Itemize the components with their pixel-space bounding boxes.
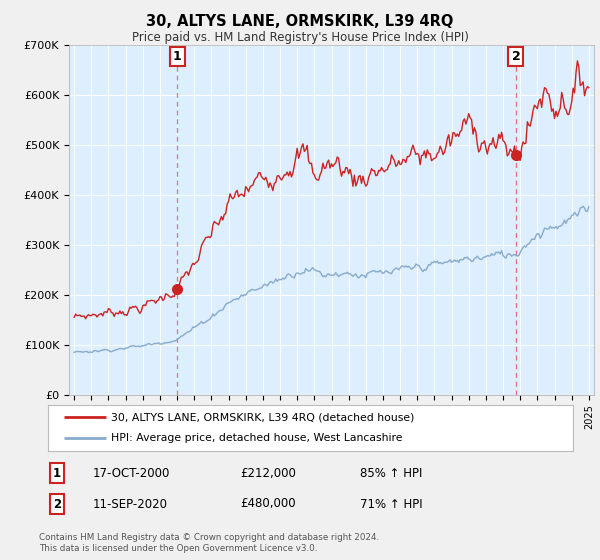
Text: 2: 2 [53,497,61,511]
Text: Contains HM Land Registry data © Crown copyright and database right 2024.
This d: Contains HM Land Registry data © Crown c… [39,533,379,553]
Text: 1: 1 [53,466,61,480]
Text: 71% ↑ HPI: 71% ↑ HPI [360,497,422,511]
Text: £212,000: £212,000 [240,466,296,480]
Text: 30, ALTYS LANE, ORMSKIRK, L39 4RQ: 30, ALTYS LANE, ORMSKIRK, L39 4RQ [146,14,454,29]
Text: 2: 2 [512,50,520,63]
Text: 1: 1 [173,50,181,63]
Text: 30, ALTYS LANE, ORMSKIRK, L39 4RQ (detached house): 30, ALTYS LANE, ORMSKIRK, L39 4RQ (detac… [111,412,415,422]
Text: HPI: Average price, detached house, West Lancashire: HPI: Average price, detached house, West… [111,433,403,444]
Text: 11-SEP-2020: 11-SEP-2020 [93,497,168,511]
Text: Price paid vs. HM Land Registry's House Price Index (HPI): Price paid vs. HM Land Registry's House … [131,31,469,44]
Text: 85% ↑ HPI: 85% ↑ HPI [360,466,422,480]
Text: 17-OCT-2000: 17-OCT-2000 [93,466,170,480]
Text: £480,000: £480,000 [240,497,296,511]
